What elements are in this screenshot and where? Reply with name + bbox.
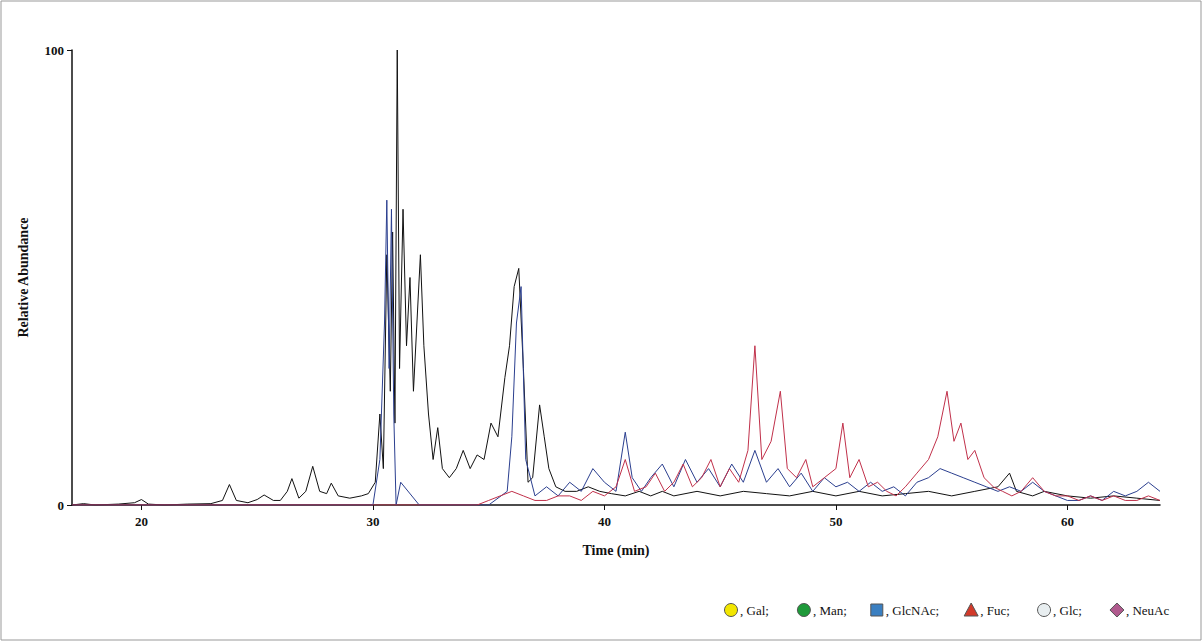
svg-text:Relative Abundance: Relative Abundance xyxy=(16,217,31,337)
svg-text:Time (min): Time (min) xyxy=(582,543,649,559)
svg-text:20: 20 xyxy=(135,514,148,529)
svg-text:50: 50 xyxy=(829,514,842,529)
svg-text:40: 40 xyxy=(598,514,611,529)
svg-text:30: 30 xyxy=(366,514,379,529)
svg-text:, Fuc;: , Fuc; xyxy=(980,603,1010,618)
svg-text:, Gal;: , Gal; xyxy=(740,603,769,618)
svg-text:, Man;: , Man; xyxy=(813,603,847,618)
svg-text:0: 0 xyxy=(58,498,65,513)
svg-text:60: 60 xyxy=(1061,514,1074,529)
svg-text:, GlcNAc;: , GlcNAc; xyxy=(886,603,939,618)
svg-text:, Glc;: , Glc; xyxy=(1053,603,1082,618)
svg-text:, NeuAc: , NeuAc xyxy=(1126,603,1170,618)
svg-text:100: 100 xyxy=(45,43,65,58)
